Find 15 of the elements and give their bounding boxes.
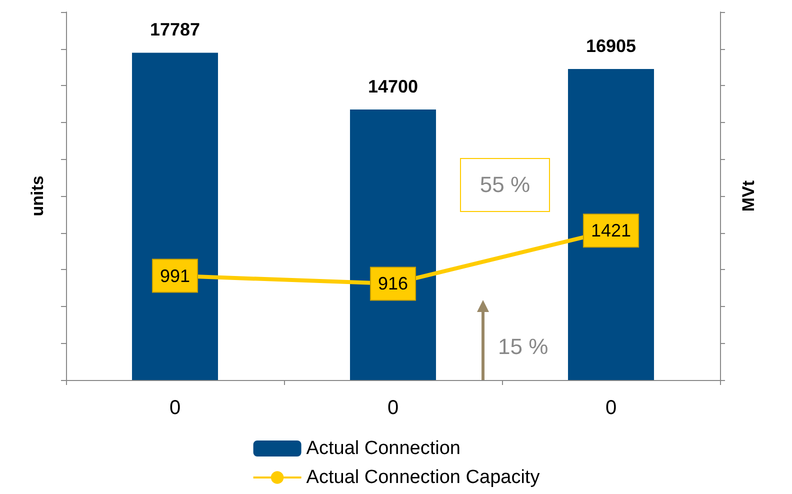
y2-axis-title: MVt [739, 180, 758, 212]
annotation: 15 % [498, 334, 548, 360]
data-label: 991 [160, 266, 190, 286]
data-label: 1421 [590, 220, 632, 241]
data-label: 14700 [368, 76, 418, 97]
data-label: 17787 [150, 20, 200, 40]
x-tick-label: 0 [169, 397, 181, 419]
x-tick-label: 0 [605, 397, 617, 419]
x-tick-label: 0 [387, 397, 399, 419]
data-label: 916 [378, 274, 408, 294]
data-label: 16905 [586, 36, 636, 56]
legend-label: Actual Connection Capacity [306, 467, 540, 488]
legend-label: Actual Connection [306, 438, 461, 459]
annotation: 55 % [460, 158, 550, 212]
y-axis-title: units [28, 176, 47, 216]
